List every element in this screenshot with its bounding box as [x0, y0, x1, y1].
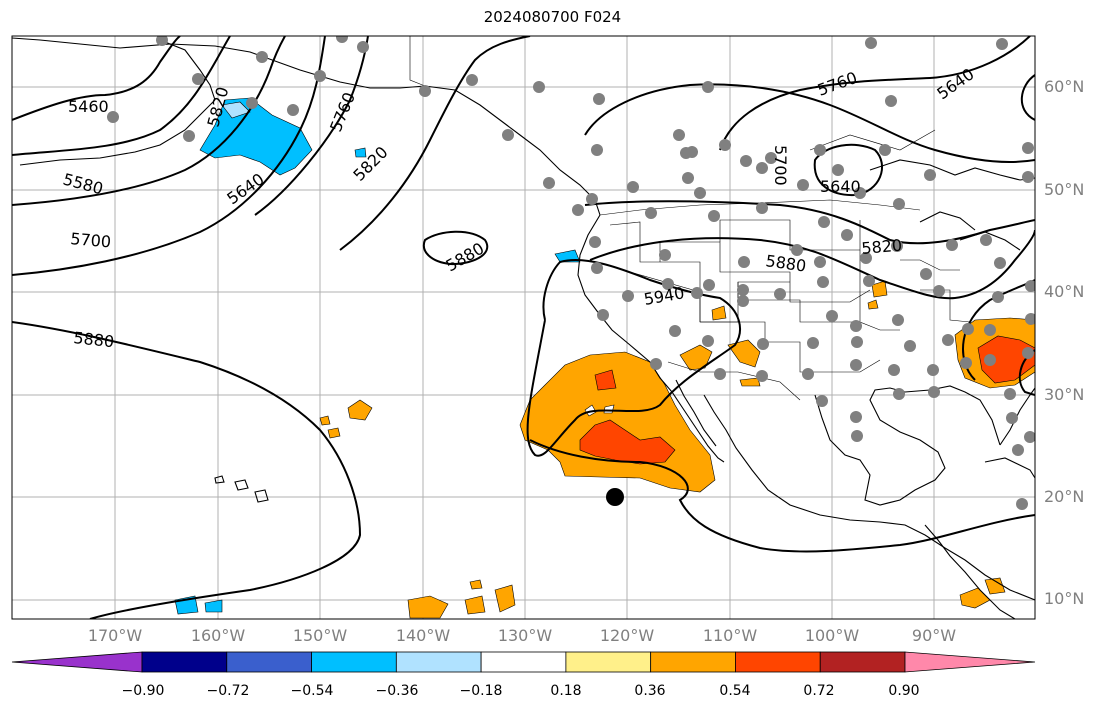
colorbar-extend-low	[11, 651, 143, 673]
map-background	[12, 36, 1035, 619]
colorbar-tick-label: 0.90	[888, 683, 920, 699]
contour-label: 5820	[861, 236, 903, 258]
colorbar-segment	[735, 651, 821, 673]
lat-label: 60°N	[1044, 77, 1085, 96]
shaded-field	[174, 97, 1035, 619]
map-title: 2024080700 F024	[483, 8, 622, 26]
lon-label: 150°W	[292, 626, 348, 645]
colorbar-tick-label: 0.18	[550, 683, 582, 699]
coastlines	[12, 37, 1035, 619]
lat-label: 40°N	[1044, 282, 1085, 301]
colorbar-segment	[141, 651, 228, 673]
lon-label: 90°W	[911, 626, 957, 645]
colorbar-segment	[565, 651, 652, 673]
lon-label: 140°W	[395, 626, 451, 645]
colorbar-segment	[311, 651, 397, 673]
lat-label: 30°N	[1044, 385, 1085, 404]
contour-label: 5640	[820, 177, 861, 196]
lat-label: 50°N	[1044, 180, 1085, 199]
lon-label: 130°W	[497, 626, 553, 645]
colorbar-segment	[650, 651, 736, 673]
colorbar-tick-label: −0.18	[459, 683, 503, 699]
colorbar-tick-label: −0.36	[375, 683, 419, 699]
colorbar-extend-high	[904, 651, 1036, 673]
lat-label: 20°N	[1044, 487, 1085, 506]
contour-label: 5880	[73, 328, 115, 351]
contour-label: 5460	[68, 97, 109, 116]
lat-label: 10°N	[1044, 589, 1085, 608]
colorbar-segment	[226, 651, 312, 673]
lon-label: 170°W	[87, 626, 143, 645]
map-frame	[11, 35, 1036, 620]
marker-dot	[606, 488, 624, 506]
colorbar	[11, 651, 1036, 673]
colorbar-tick-label: −0.90	[121, 683, 165, 699]
colorbar-segment	[480, 651, 567, 673]
colorbar-tick-label: 0.72	[803, 683, 835, 699]
lon-label: 120°W	[599, 626, 655, 645]
contour-label: 5700	[70, 229, 112, 251]
colorbar-tick-label: 0.54	[719, 683, 751, 699]
lon-label: 160°W	[190, 626, 246, 645]
contour-label: 5700	[771, 145, 790, 186]
lon-label: 100°W	[804, 626, 860, 645]
height-contours	[12, 36, 1035, 619]
colorbar-segment	[819, 651, 906, 673]
station-dots	[107, 36, 1035, 510]
colorbar-tick-label: −0.72	[206, 683, 250, 699]
borders	[409, 36, 971, 401]
colorbar-tick-label: −0.54	[290, 683, 334, 699]
colorbar-tick-label: 0.36	[634, 683, 666, 699]
lon-label: 110°W	[702, 626, 758, 645]
colorbar-segment	[395, 651, 482, 673]
